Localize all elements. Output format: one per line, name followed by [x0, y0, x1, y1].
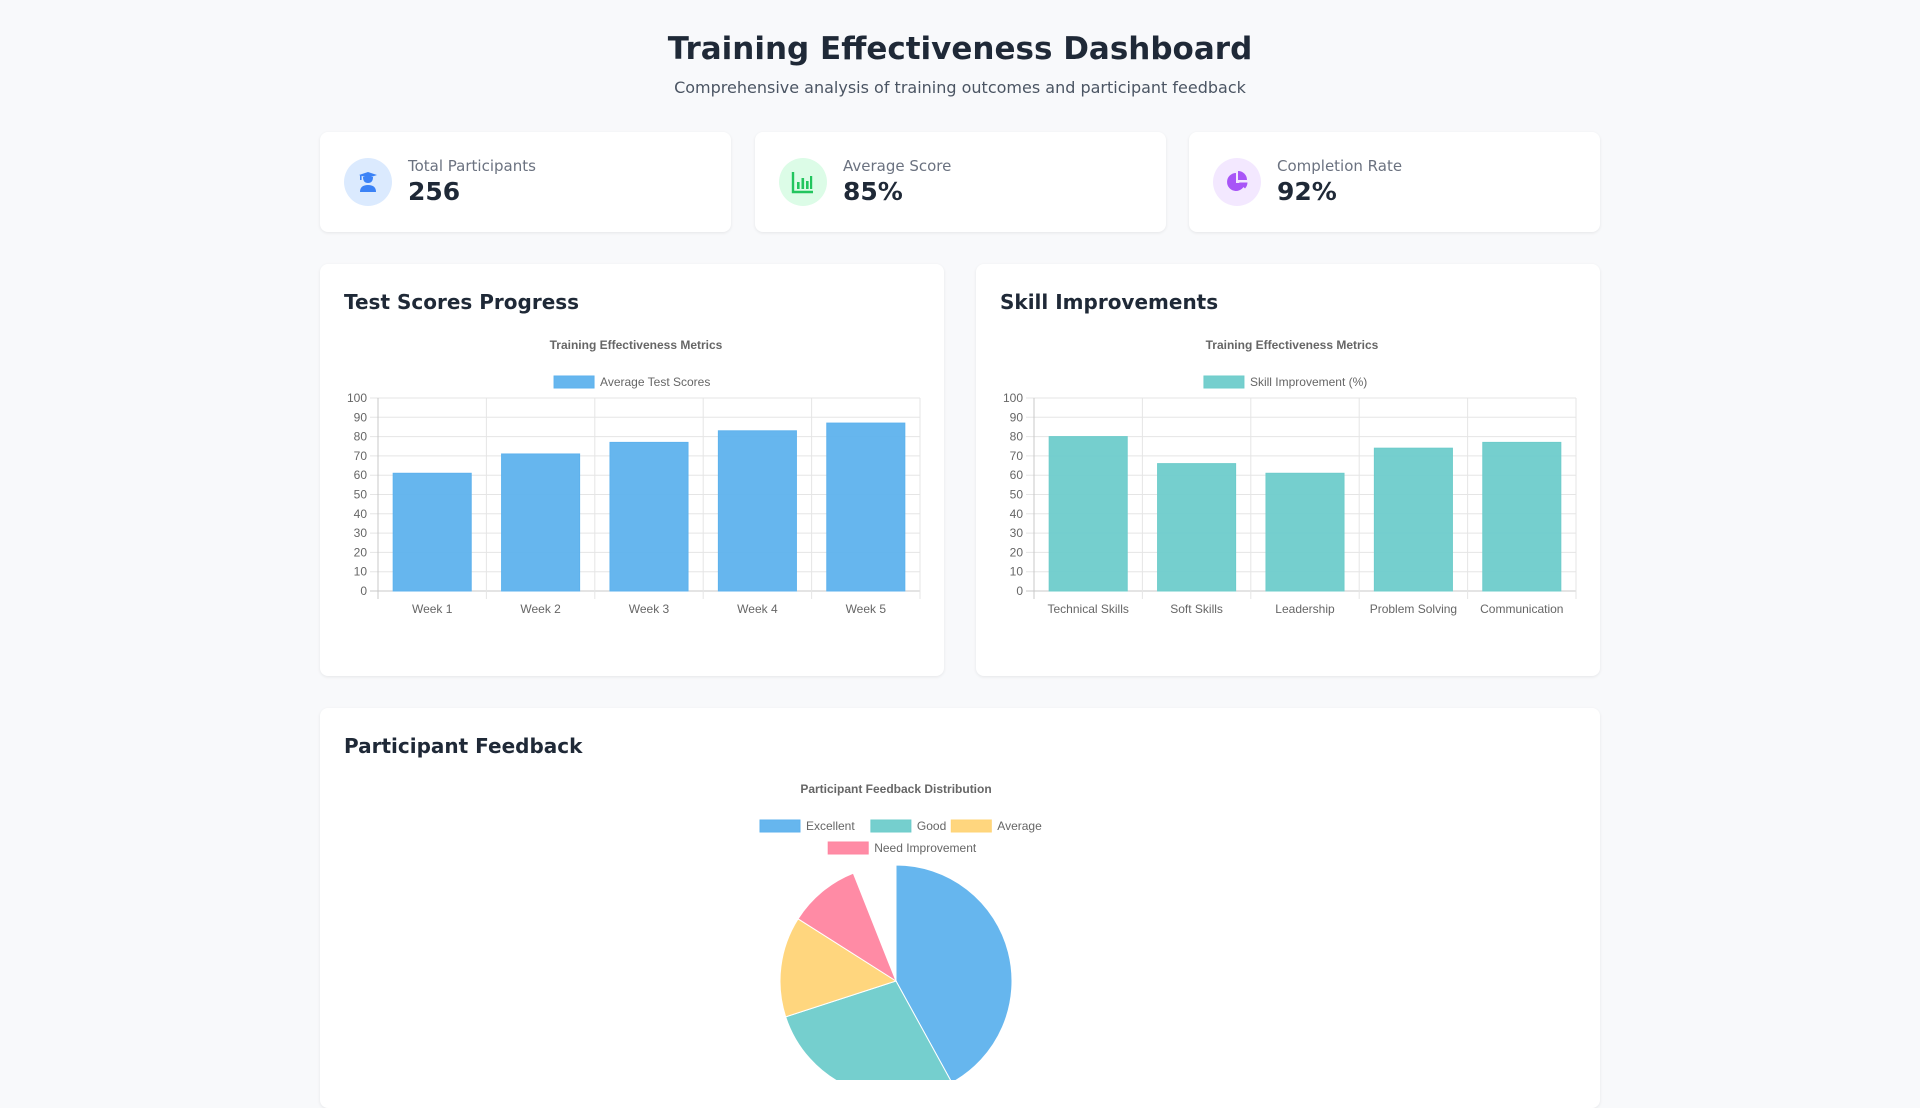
x-tick-label: Week 2: [520, 602, 561, 616]
participant-feedback-chart: Participant Feedback Distribution Excelle…: [759, 782, 1042, 1080]
page-subtitle: Comprehensive analysis of training outco…: [674, 78, 1246, 97]
y-tick-label: 40: [354, 507, 368, 521]
chart-title: Participant Feedback Distribution: [800, 782, 991, 796]
y-tick-label: 60: [1010, 468, 1024, 482]
skill-improvements-card: Skill Improvements Training Effectivenes…: [976, 264, 1600, 676]
bar: [1048, 436, 1128, 592]
test-scores-card: Test Scores Progress Training Effectiven…: [320, 264, 944, 676]
chart-title: Training Effectiveness Metrics: [550, 338, 723, 352]
bar: [826, 422, 906, 592]
x-tick-label: Week 3: [629, 602, 670, 616]
x-tick-label: Week 4: [737, 602, 778, 616]
x-tick-label: Leadership: [1275, 602, 1335, 616]
y-tick-label: 90: [1010, 410, 1024, 424]
card-title: Test Scores Progress: [344, 290, 580, 314]
legend-label: Average Test Scores: [600, 375, 710, 389]
pie-slice: [779, 918, 898, 1018]
graduate-icon: [344, 158, 392, 206]
y-tick-label: 70: [354, 449, 368, 463]
bar: [609, 441, 689, 592]
bar: [1265, 472, 1345, 592]
y-tick-label: 80: [1010, 430, 1024, 444]
legend-swatch: [1203, 375, 1245, 389]
y-tick-label: 10: [1010, 565, 1024, 579]
legend-label: Excellent: [806, 819, 855, 833]
y-tick-label: 100: [347, 391, 367, 405]
y-tick-label: 10: [354, 565, 368, 579]
pie-slice: [785, 980, 951, 1080]
x-tick-label: Week 1: [412, 602, 453, 616]
bar: [501, 453, 581, 592]
skill-improvements-chart: Training Effectiveness Metrics Skill Impr…: [1003, 338, 1577, 616]
legend-swatch: [827, 841, 869, 855]
bar: [717, 430, 797, 592]
stat-label: Completion Rate: [1277, 157, 1403, 175]
stat-value: 92%: [1277, 177, 1337, 206]
stat-label: Total Participants: [408, 157, 536, 175]
y-tick-label: 50: [354, 488, 368, 502]
x-tick-label: Communication: [1480, 602, 1563, 616]
stat-card-participants: Total Participants 256: [320, 132, 731, 232]
y-tick-label: 60: [354, 468, 368, 482]
x-tick-label: Technical Skills: [1048, 602, 1129, 616]
y-tick-label: 40: [1010, 507, 1024, 521]
stat-label: Average Score: [843, 157, 952, 175]
participant-feedback-card: Participant Feedback Participant Feedbac…: [320, 708, 1600, 1108]
card-title: Skill Improvements: [1000, 290, 1219, 314]
test-scores-chart: Training Effectiveness Metrics Average Te…: [347, 338, 921, 616]
bar-chart-icon: [779, 158, 827, 206]
chart-title: Training Effectiveness Metrics: [1206, 338, 1379, 352]
pie-slice: [797, 872, 898, 983]
bar: [1373, 447, 1453, 592]
y-tick-label: 80: [354, 430, 368, 444]
stat-card-average-score: Average Score 85%: [755, 132, 1166, 232]
page-title: Training Effectiveness Dashboard: [667, 31, 1253, 67]
legend-label: Good: [917, 819, 946, 833]
stat-value: 256: [408, 177, 461, 206]
y-tick-label: 90: [354, 410, 368, 424]
y-tick-label: 50: [1010, 488, 1024, 502]
y-tick-label: 20: [1010, 545, 1024, 559]
pie-slice: [895, 864, 1013, 1080]
y-tick-label: 20: [354, 545, 368, 559]
legend-label: Need Improvement: [874, 841, 977, 855]
stat-card-completion-rate: Completion Rate 92%: [1189, 132, 1600, 232]
y-tick-label: 100: [1003, 391, 1023, 405]
y-tick-label: 30: [1010, 526, 1024, 540]
stat-value: 85%: [843, 177, 903, 206]
card-title: Participant Feedback: [344, 734, 583, 758]
bar: [392, 472, 472, 592]
bar: [1482, 441, 1562, 592]
x-tick-label: Problem Solving: [1370, 602, 1457, 616]
chart-legend: Excellent Good Average Need Improvement: [759, 819, 1042, 855]
legend-swatch: [553, 375, 595, 389]
legend-swatch: [759, 819, 801, 833]
y-tick-label: 0: [1016, 584, 1023, 598]
y-tick-label: 0: [360, 584, 367, 598]
y-tick-label: 30: [354, 526, 368, 540]
y-tick-label: 70: [1010, 449, 1024, 463]
page-header: Training Effectiveness Dashboard Compreh…: [0, 30, 1920, 97]
legend-swatch: [950, 819, 992, 833]
x-tick-label: Soft Skills: [1170, 602, 1223, 616]
pie-chart-icon: [1213, 158, 1261, 206]
x-tick-label: Week 5: [846, 602, 887, 616]
legend-swatch: [870, 819, 912, 833]
chart-legend: Skill Improvement (%): [1203, 375, 1367, 389]
legend-label: Skill Improvement (%): [1250, 375, 1367, 389]
legend-label: Average: [997, 819, 1042, 833]
chart-legend: Average Test Scores: [553, 375, 710, 389]
bar: [1157, 463, 1237, 592]
